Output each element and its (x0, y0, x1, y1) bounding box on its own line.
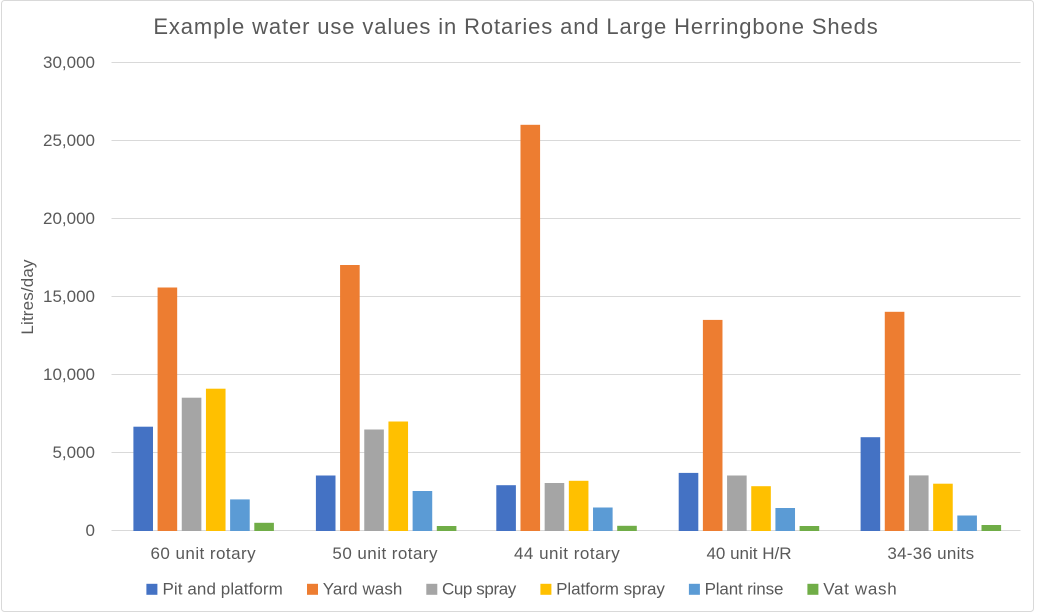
svg-text:34-36 units: 34-36 units (887, 544, 974, 563)
svg-text:Litres/day: Litres/day (18, 259, 37, 335)
svg-text:44 unit rotary: 44 unit rotary (514, 544, 620, 563)
svg-text:60 unit rotary: 60 unit rotary (151, 544, 257, 563)
svg-text:10,000: 10,000 (43, 365, 95, 384)
svg-text:25,000: 25,000 (43, 131, 95, 150)
svg-text:Vat wash: Vat wash (823, 579, 897, 598)
svg-text:20,000: 20,000 (43, 209, 95, 228)
svg-text:Yard wash: Yard wash (323, 579, 403, 598)
svg-text:Example water use values in Ro: Example water use values in Rotaries and… (153, 14, 878, 39)
svg-text:5,000: 5,000 (52, 443, 95, 462)
svg-text:Plant rinse: Plant rinse (705, 579, 784, 598)
svg-text:0: 0 (86, 521, 95, 540)
svg-text:40 unit H/R: 40 unit H/R (706, 544, 791, 563)
svg-text:50 unit rotary: 50 unit rotary (332, 544, 438, 563)
svg-text:15,000: 15,000 (43, 287, 95, 306)
svg-text:30,000: 30,000 (43, 53, 95, 72)
svg-text:Platform spray: Platform spray (556, 579, 665, 598)
svg-text:Pit and platform: Pit and platform (163, 579, 283, 598)
svg-text:Cup spray: Cup spray (442, 579, 517, 598)
